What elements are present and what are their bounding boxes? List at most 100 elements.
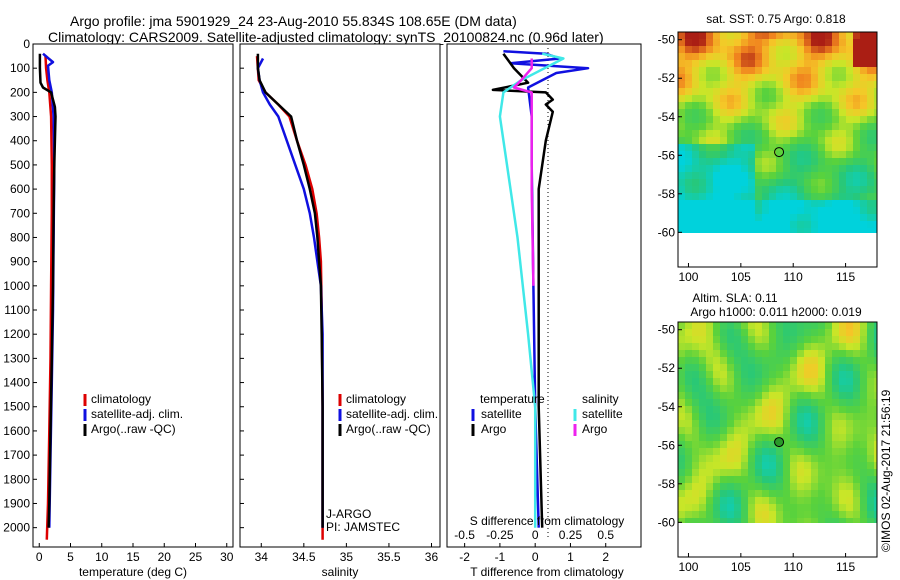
map-cell bbox=[790, 144, 797, 151]
map-cell bbox=[832, 504, 839, 511]
sst-map-title: sat. SST: 0.75 Argo: 0.818 bbox=[706, 12, 846, 26]
map-cell bbox=[783, 221, 790, 228]
series-line-salinity-argo bbox=[512, 58, 535, 286]
map-cell bbox=[874, 74, 877, 81]
map-cell bbox=[706, 469, 713, 476]
map-cell bbox=[734, 336, 741, 343]
map-cell bbox=[776, 109, 783, 116]
map-cell bbox=[783, 504, 790, 511]
map-cell bbox=[783, 88, 790, 95]
map-cell bbox=[874, 385, 877, 392]
map-cell bbox=[776, 427, 783, 434]
map-cell bbox=[727, 214, 734, 221]
map-cell bbox=[755, 53, 762, 60]
map-cell bbox=[755, 350, 762, 357]
map-cell bbox=[734, 322, 741, 329]
map-cell bbox=[867, 200, 874, 207]
map-y-tick-label: -54 bbox=[658, 400, 676, 414]
map-cell bbox=[713, 214, 720, 221]
map-cell bbox=[783, 53, 790, 60]
map-cell bbox=[678, 95, 685, 102]
map-cell bbox=[678, 39, 685, 46]
map-cell bbox=[776, 67, 783, 74]
map-cell bbox=[853, 116, 860, 123]
map-cell bbox=[846, 343, 853, 350]
map-cell bbox=[720, 39, 727, 46]
y-tick-label: 1500 bbox=[3, 400, 30, 414]
map-cell bbox=[853, 123, 860, 130]
map-cell bbox=[762, 193, 769, 200]
map-cell bbox=[762, 476, 769, 483]
map-cell bbox=[832, 221, 839, 228]
map-cell bbox=[706, 322, 713, 329]
map-cell bbox=[832, 200, 839, 207]
map-cell bbox=[874, 46, 877, 53]
map-cell bbox=[832, 518, 839, 523]
map-cell bbox=[741, 490, 748, 497]
map-cell bbox=[839, 123, 846, 130]
map-cell bbox=[839, 336, 846, 343]
map-cell bbox=[741, 165, 748, 172]
map-cell bbox=[790, 158, 797, 165]
map-cell bbox=[755, 60, 762, 67]
map-cell bbox=[734, 172, 741, 179]
map-cell bbox=[783, 158, 790, 165]
map-cell bbox=[811, 46, 818, 53]
map-cell bbox=[811, 228, 818, 233]
map-cell bbox=[811, 221, 818, 228]
map-cell bbox=[706, 392, 713, 399]
map-cell bbox=[790, 214, 797, 221]
map-cell bbox=[699, 88, 706, 95]
map-cell bbox=[797, 158, 804, 165]
map-cell bbox=[832, 130, 839, 137]
map-cell bbox=[699, 448, 706, 455]
map-cell bbox=[713, 116, 720, 123]
map-cell bbox=[867, 483, 874, 490]
map-cell bbox=[755, 455, 762, 462]
map-cell bbox=[874, 95, 877, 102]
map-cell bbox=[825, 371, 832, 378]
map-cell bbox=[685, 144, 692, 151]
map-cell bbox=[818, 67, 825, 74]
map-cell bbox=[734, 385, 741, 392]
map-cell bbox=[741, 32, 748, 39]
map-cell bbox=[853, 130, 860, 137]
map-cell bbox=[685, 364, 692, 371]
map-cell bbox=[839, 95, 846, 102]
map-cell bbox=[804, 200, 811, 207]
map-cell bbox=[741, 406, 748, 413]
map-cell bbox=[776, 483, 783, 490]
map-cell bbox=[776, 137, 783, 144]
map-cell bbox=[678, 476, 685, 483]
legend-label-t-satellite: satellite bbox=[481, 407, 522, 421]
map-cell bbox=[685, 46, 692, 53]
map-cell bbox=[678, 441, 685, 448]
map-cell bbox=[811, 357, 818, 364]
map-cell bbox=[867, 455, 874, 462]
map-cell bbox=[783, 497, 790, 504]
map-cell bbox=[734, 441, 741, 448]
map-cell bbox=[867, 116, 874, 123]
map-cell bbox=[713, 200, 720, 207]
map-cell bbox=[839, 207, 846, 214]
map-cell bbox=[720, 518, 727, 523]
map-cell bbox=[797, 357, 804, 364]
map-cell bbox=[783, 392, 790, 399]
map-cell bbox=[755, 193, 762, 200]
map-x-tick-label: 110 bbox=[784, 560, 803, 574]
map-cell bbox=[720, 193, 727, 200]
map-cell bbox=[755, 228, 762, 233]
map-cell bbox=[811, 462, 818, 469]
map-cell bbox=[678, 399, 685, 406]
map-cell bbox=[769, 32, 776, 39]
map-cell bbox=[790, 469, 797, 476]
map-cell bbox=[713, 476, 720, 483]
map-cell bbox=[685, 336, 692, 343]
map-cell bbox=[783, 462, 790, 469]
legend-label-satellite-adj: satellite-adj. clim. bbox=[346, 407, 438, 421]
map-cell bbox=[769, 455, 776, 462]
map-cell bbox=[853, 343, 860, 350]
map-cell bbox=[706, 123, 713, 130]
map-cell bbox=[706, 462, 713, 469]
map-cell bbox=[720, 427, 727, 434]
